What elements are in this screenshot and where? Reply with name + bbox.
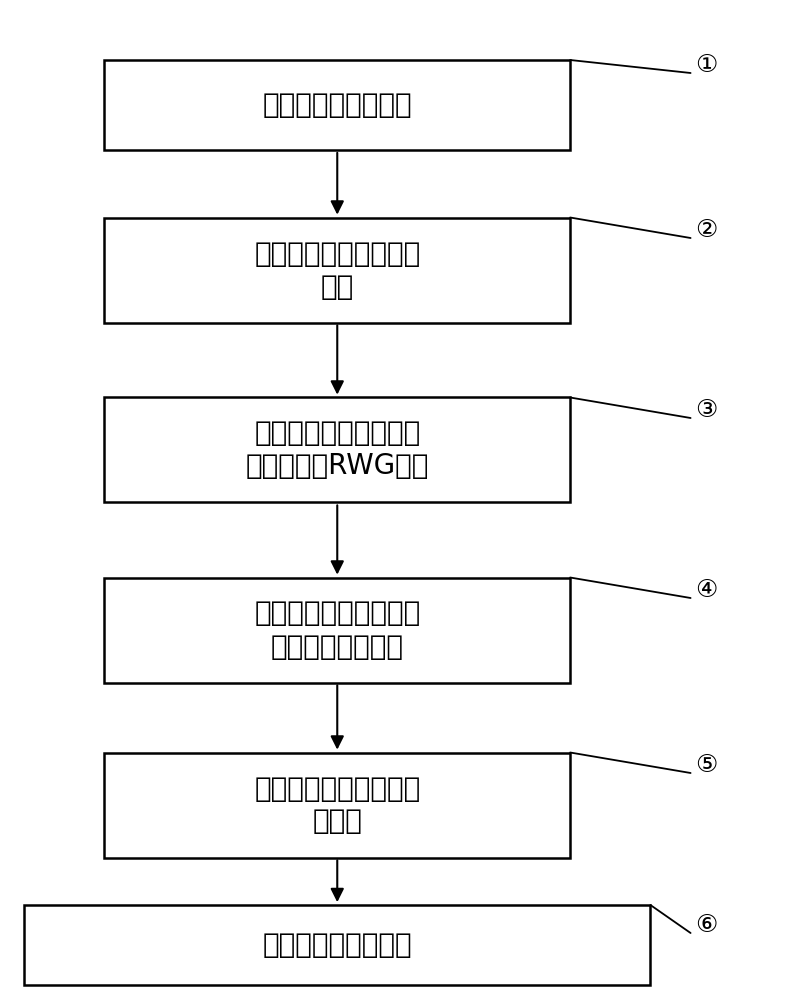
Text: 因子: 因子 [320, 272, 354, 300]
Bar [24, 905, 650, 985]
Text: ⑤: ⑤ [695, 753, 717, 777]
Text: 建立空间直角坐标系: 建立空间直角坐标系 [262, 91, 411, 119]
Bar [104, 218, 569, 322]
Text: ②: ② [695, 218, 717, 242]
Text: ①: ① [695, 53, 717, 77]
Text: ④: ④ [695, 578, 717, 602]
Text: 剖分并建立RWG函数: 剖分并建立RWG函数 [245, 452, 428, 480]
Text: 对子模块进行表面三角: 对子模块进行表面三角 [253, 420, 420, 448]
Bar [104, 578, 569, 682]
Text: 散函数: 散函数 [312, 808, 362, 836]
Text: 建立并求解矩阵方程: 建立并求解矩阵方程 [262, 931, 411, 959]
Bar [104, 60, 569, 150]
Text: 划分子模块并定义缩放: 划分子模块并定义缩放 [253, 240, 420, 268]
Text: 模块建立离散函数: 模块建立离散函数 [270, 633, 403, 660]
Text: 针对其余子模块建立离: 针对其余子模块建立离 [253, 774, 420, 802]
Bar [104, 752, 569, 857]
Text: ③: ③ [695, 398, 717, 422]
Text: ⑥: ⑥ [695, 913, 717, 937]
Bar [104, 397, 569, 502]
Text: 针对几何尺寸最小的子: 针对几何尺寸最小的子 [253, 599, 420, 628]
